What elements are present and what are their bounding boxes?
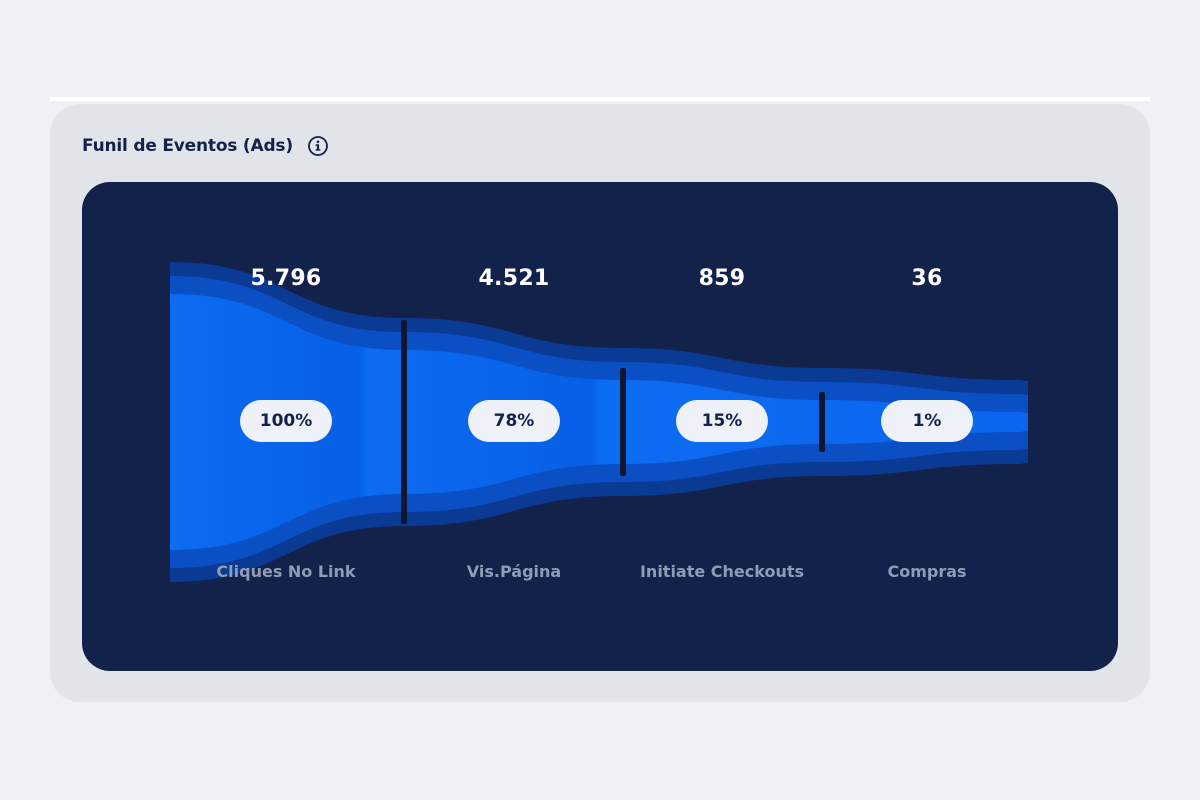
stage-label: Cliques No Link — [216, 562, 356, 581]
stage-percentage-badge: 1% — [881, 400, 973, 442]
stage-percentage-badge: 100% — [240, 400, 332, 442]
stage-value: 5.796 — [250, 266, 322, 291]
stage-percentage-badge: 78% — [468, 400, 560, 442]
info-circle-icon[interactable] — [307, 135, 329, 157]
stage-divider — [620, 368, 626, 476]
top-divider — [50, 97, 1150, 101]
stage-label: Compras — [887, 562, 967, 581]
stage-divider — [401, 320, 407, 524]
funnel-core-band — [170, 294, 1028, 550]
card-header: Funil de Eventos (Ads) — [82, 132, 329, 160]
stage-label: Vis.Página — [466, 562, 562, 581]
stage-divider — [819, 392, 825, 452]
funnel-graphic — [170, 262, 1028, 582]
stage-value: 36 — [911, 266, 943, 291]
stage-value: 4.521 — [478, 266, 550, 291]
funnel-card: Funil de Eventos (Ads) — [50, 104, 1150, 702]
stage-percentage-badge: 15% — [676, 400, 768, 442]
card-title: Funil de Eventos (Ads) — [82, 136, 293, 156]
funnel-chart: 5.796 100% Cliques No Link 4.521 78% Vis.Pági… — [82, 182, 1118, 671]
stage-label: Initiate Checkouts — [639, 562, 805, 581]
stage-value: 859 — [698, 266, 746, 291]
